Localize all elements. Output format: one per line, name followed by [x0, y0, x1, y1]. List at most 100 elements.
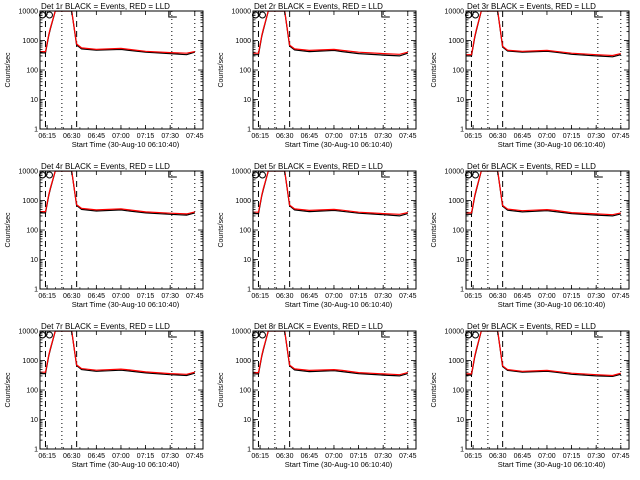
x-tick-label: 07:15 [563, 293, 581, 300]
y-tick-label: 10 [243, 417, 251, 424]
panel-title: Det 1r BLACK = Events, RED = LLD [41, 2, 170, 11]
x-axis-label: Start Time (30-Aug-10 06:10:40) [498, 300, 606, 309]
y-axis-label: Counts/sec [431, 212, 438, 248]
x-tick-label: 07:00 [538, 453, 556, 460]
y-tick-label: 10000 [445, 169, 465, 176]
x-tick-label: 06:15 [464, 133, 482, 140]
y-tick-label: 1 [460, 287, 464, 294]
y-axis-label: Counts/sec [218, 212, 225, 248]
marker-circle [45, 11, 53, 19]
marker-circle [471, 11, 479, 19]
detector-panel-1: 1 10 100 1000 10000 06:15 06:30 06:45 07:00 07:15… [5, 2, 204, 149]
y-tick-label: 10 [243, 257, 251, 264]
x-tick-label: 07:30 [374, 133, 392, 140]
y-tick-label: 10 [30, 97, 38, 104]
plot-frame [465, 170, 630, 290]
x-tick-label: 06:45 [88, 453, 106, 460]
y-tick-label: 10000 [19, 9, 39, 16]
x-tick-label: 07:45 [612, 133, 630, 140]
plot-frame [252, 10, 417, 130]
marker-circle [471, 171, 479, 179]
marker-circle [258, 11, 266, 19]
x-tick-label: 06:15 [38, 293, 56, 300]
x-tick-label: 06:30 [276, 293, 294, 300]
x-tick-label: 07:00 [325, 453, 343, 460]
x-tick-label: 07:45 [186, 453, 204, 460]
x-tick-label: 06:15 [251, 453, 269, 460]
y-tick-label: 1000 [448, 358, 464, 365]
y-axis-label: Counts/sec [431, 52, 438, 88]
y-tick-label: 1 [247, 447, 251, 454]
detector-panel-2: 1 10 100 1000 10000 06:15 06:30 06:45 07:00 07:15… [218, 2, 417, 149]
detector-panel-9: 1 10 100 1000 10000 06:15 06:30 06:45 07:00 07:15… [431, 322, 630, 469]
x-tick-label: 07:00 [325, 133, 343, 140]
panel-title: Det 7r BLACK = Events, RED = LLD [41, 322, 170, 331]
y-tick-label: 10000 [445, 9, 465, 16]
x-axis-label: Start Time (30-Aug-10 06:10:40) [285, 140, 393, 149]
y-tick-label: 100 [452, 68, 464, 75]
marker-circle [258, 171, 266, 179]
panel-title: Det 8r BLACK = Events, RED = LLD [254, 322, 383, 331]
y-axis-label: Counts/sec [5, 372, 12, 408]
x-tick-label: 06:15 [38, 133, 56, 140]
y-axis-label: Counts/sec [5, 52, 12, 88]
bracket-marker [594, 331, 603, 338]
x-tick-label: 07:00 [112, 133, 130, 140]
plot-frame [465, 330, 630, 450]
y-tick-label: 10 [30, 257, 38, 264]
x-tick-label: 07:30 [587, 133, 605, 140]
y-tick-label: 1 [247, 127, 251, 134]
x-tick-label: 07:30 [587, 453, 605, 460]
y-tick-label: 1000 [448, 38, 464, 45]
x-tick-label: 07:30 [374, 293, 392, 300]
detector-panel-5: 1 10 100 1000 10000 06:15 06:30 06:45 07:00 07:15… [218, 162, 417, 309]
y-tick-label: 1000 [235, 38, 251, 45]
bracket-marker [381, 331, 390, 338]
x-tick-label: 06:45 [88, 293, 106, 300]
y-tick-label: 1 [460, 127, 464, 134]
x-axis-label: Start Time (30-Aug-10 06:10:40) [285, 300, 393, 309]
lld-series-line [466, 11, 621, 57]
x-tick-label: 06:15 [38, 453, 56, 460]
y-tick-label: 1000 [22, 358, 38, 365]
bracket-marker [381, 171, 390, 178]
x-tick-label: 07:30 [161, 133, 179, 140]
x-tick-label: 06:30 [63, 453, 81, 460]
x-tick-label: 06:30 [276, 453, 294, 460]
plot-frame [39, 330, 204, 450]
panel-title: Det 2r BLACK = Events, RED = LLD [254, 2, 383, 11]
plot-frame [465, 10, 630, 130]
y-tick-label: 100 [239, 68, 251, 75]
y-tick-label: 1000 [22, 198, 38, 205]
y-tick-label: 10 [243, 97, 251, 104]
x-tick-label: 06:30 [489, 293, 507, 300]
y-tick-label: 10000 [232, 169, 252, 176]
detector-panel-3: 1 10 100 1000 10000 06:15 06:30 06:45 07:00 07:15… [431, 2, 630, 149]
x-tick-label: 07:15 [350, 453, 368, 460]
detector-panel-7: 1 10 100 1000 10000 06:15 06:30 06:45 07:00 07:15… [5, 322, 204, 469]
detector-panel-8: 1 10 100 1000 10000 06:15 06:30 06:45 07:00 07:15… [218, 322, 417, 469]
x-axis-label: Start Time (30-Aug-10 06:10:40) [72, 460, 180, 469]
y-tick-label: 10000 [232, 329, 252, 336]
x-tick-label: 07:45 [612, 453, 630, 460]
lld-series-line [253, 331, 408, 376]
marker-circle [471, 331, 479, 339]
x-tick-label: 06:30 [489, 453, 507, 460]
y-tick-label: 100 [452, 228, 464, 235]
y-tick-label: 10 [456, 417, 464, 424]
y-tick-label: 1 [460, 447, 464, 454]
x-tick-label: 07:00 [538, 293, 556, 300]
y-tick-label: 100 [26, 388, 38, 395]
y-tick-label: 10000 [19, 329, 39, 336]
x-tick-label: 07:00 [325, 293, 343, 300]
x-tick-label: 06:15 [464, 293, 482, 300]
x-tick-label: 07:45 [186, 293, 204, 300]
y-tick-label: 1 [247, 287, 251, 294]
x-tick-label: 07:00 [112, 293, 130, 300]
y-tick-label: 100 [239, 388, 251, 395]
x-tick-label: 07:15 [563, 453, 581, 460]
y-tick-label: 100 [26, 68, 38, 75]
plot-frame [252, 170, 417, 290]
bracket-marker [594, 11, 603, 18]
